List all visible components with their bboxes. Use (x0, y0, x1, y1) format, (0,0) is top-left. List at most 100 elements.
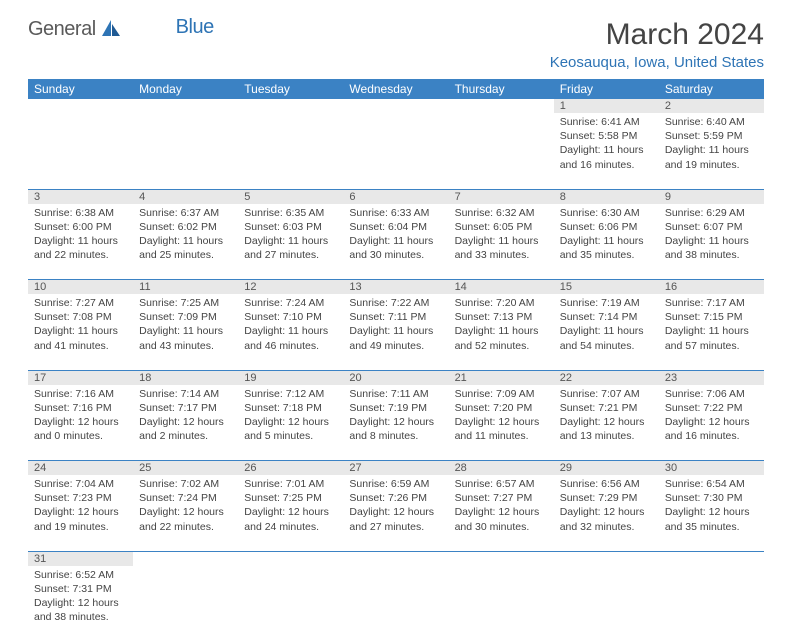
daynum-row: 17181920212223 (28, 370, 764, 385)
day-content: Sunrise: 7:25 AMSunset: 7:09 PMDaylight:… (133, 294, 238, 357)
logo: General Blue (28, 18, 214, 41)
day-number (449, 551, 554, 566)
day-header: Sunday (28, 79, 133, 99)
day-number: 22 (554, 370, 659, 385)
day-number: 13 (343, 280, 448, 295)
daynum-row: 3456789 (28, 189, 764, 204)
day-header: Monday (133, 79, 238, 99)
day-number: 30 (659, 461, 764, 476)
day-cell (449, 566, 554, 642)
day-number: 9 (659, 189, 764, 204)
day-content: Sunrise: 6:35 AMSunset: 6:03 PMDaylight:… (238, 204, 343, 267)
day-number: 5 (238, 189, 343, 204)
header: General Blue March 2024 Keosauqua, Iowa,… (28, 18, 764, 71)
day-number: 15 (554, 280, 659, 295)
day-header: Tuesday (238, 79, 343, 99)
day-header: Thursday (449, 79, 554, 99)
day-number: 23 (659, 370, 764, 385)
day-cell (133, 566, 238, 642)
day-cell: Sunrise: 7:16 AMSunset: 7:16 PMDaylight:… (28, 385, 133, 461)
day-cell (238, 113, 343, 189)
day-number: 3 (28, 189, 133, 204)
day-number: 2 (659, 99, 764, 113)
day-content: Sunrise: 7:22 AMSunset: 7:11 PMDaylight:… (343, 294, 448, 357)
day-number: 19 (238, 370, 343, 385)
location: Keosauqua, Iowa, United States (550, 54, 764, 71)
day-cell: Sunrise: 6:56 AMSunset: 7:29 PMDaylight:… (554, 475, 659, 551)
day-content: Sunrise: 7:24 AMSunset: 7:10 PMDaylight:… (238, 294, 343, 357)
day-number: 4 (133, 189, 238, 204)
day-number (238, 99, 343, 113)
day-content: Sunrise: 7:27 AMSunset: 7:08 PMDaylight:… (28, 294, 133, 357)
day-content: Sunrise: 7:14 AMSunset: 7:17 PMDaylight:… (133, 385, 238, 448)
day-content: Sunrise: 7:11 AMSunset: 7:19 PMDaylight:… (343, 385, 448, 448)
week-row: Sunrise: 7:27 AMSunset: 7:08 PMDaylight:… (28, 294, 764, 370)
day-content: Sunrise: 7:01 AMSunset: 7:25 PMDaylight:… (238, 475, 343, 538)
day-cell: Sunrise: 7:07 AMSunset: 7:21 PMDaylight:… (554, 385, 659, 461)
day-header: Wednesday (343, 79, 448, 99)
daynum-row: 31 (28, 551, 764, 566)
day-cell: Sunrise: 6:32 AMSunset: 6:05 PMDaylight:… (449, 204, 554, 280)
day-number: 31 (28, 551, 133, 566)
day-cell: Sunrise: 7:24 AMSunset: 7:10 PMDaylight:… (238, 294, 343, 370)
day-number: 18 (133, 370, 238, 385)
day-cell: Sunrise: 6:40 AMSunset: 5:59 PMDaylight:… (659, 113, 764, 189)
day-content: Sunrise: 7:19 AMSunset: 7:14 PMDaylight:… (554, 294, 659, 357)
day-number: 17 (28, 370, 133, 385)
day-content: Sunrise: 7:04 AMSunset: 7:23 PMDaylight:… (28, 475, 133, 538)
day-number: 27 (343, 461, 448, 476)
day-cell: Sunrise: 7:09 AMSunset: 7:20 PMDaylight:… (449, 385, 554, 461)
day-cell: Sunrise: 6:38 AMSunset: 6:00 PMDaylight:… (28, 204, 133, 280)
day-cell: Sunrise: 6:54 AMSunset: 7:30 PMDaylight:… (659, 475, 764, 551)
sail-icon (100, 18, 122, 41)
day-cell: Sunrise: 7:25 AMSunset: 7:09 PMDaylight:… (133, 294, 238, 370)
day-cell: Sunrise: 7:22 AMSunset: 7:11 PMDaylight:… (343, 294, 448, 370)
day-cell: Sunrise: 7:02 AMSunset: 7:24 PMDaylight:… (133, 475, 238, 551)
day-number (659, 551, 764, 566)
day-number (133, 551, 238, 566)
day-cell: Sunrise: 7:11 AMSunset: 7:19 PMDaylight:… (343, 385, 448, 461)
day-cell: Sunrise: 6:30 AMSunset: 6:06 PMDaylight:… (554, 204, 659, 280)
day-cell (554, 566, 659, 642)
day-cell: Sunrise: 6:57 AMSunset: 7:27 PMDaylight:… (449, 475, 554, 551)
week-row: Sunrise: 6:38 AMSunset: 6:00 PMDaylight:… (28, 204, 764, 280)
day-number: 24 (28, 461, 133, 476)
title-block: March 2024 Keosauqua, Iowa, United State… (550, 18, 764, 71)
day-content: Sunrise: 6:52 AMSunset: 7:31 PMDaylight:… (28, 566, 133, 629)
day-cell: Sunrise: 6:52 AMSunset: 7:31 PMDaylight:… (28, 566, 133, 642)
month-title: March 2024 (550, 18, 764, 52)
day-cell: Sunrise: 7:20 AMSunset: 7:13 PMDaylight:… (449, 294, 554, 370)
day-cell (343, 113, 448, 189)
day-number: 10 (28, 280, 133, 295)
day-cell: Sunrise: 7:04 AMSunset: 7:23 PMDaylight:… (28, 475, 133, 551)
day-number (28, 99, 133, 113)
day-cell: Sunrise: 6:35 AMSunset: 6:03 PMDaylight:… (238, 204, 343, 280)
week-row: Sunrise: 6:52 AMSunset: 7:31 PMDaylight:… (28, 566, 764, 642)
day-cell: Sunrise: 7:12 AMSunset: 7:18 PMDaylight:… (238, 385, 343, 461)
week-row: Sunrise: 7:16 AMSunset: 7:16 PMDaylight:… (28, 385, 764, 461)
day-content: Sunrise: 6:38 AMSunset: 6:00 PMDaylight:… (28, 204, 133, 267)
day-content: Sunrise: 6:29 AMSunset: 6:07 PMDaylight:… (659, 204, 764, 267)
day-number (449, 99, 554, 113)
day-number (343, 99, 448, 113)
day-cell (28, 113, 133, 189)
day-cell (659, 566, 764, 642)
week-row: Sunrise: 6:41 AMSunset: 5:58 PMDaylight:… (28, 113, 764, 189)
day-number: 29 (554, 461, 659, 476)
day-content: Sunrise: 6:56 AMSunset: 7:29 PMDaylight:… (554, 475, 659, 538)
day-number: 16 (659, 280, 764, 295)
day-number (343, 551, 448, 566)
day-cell: Sunrise: 7:14 AMSunset: 7:17 PMDaylight:… (133, 385, 238, 461)
logo-text-blue: Blue (176, 16, 214, 39)
day-number: 11 (133, 280, 238, 295)
day-content: Sunrise: 7:16 AMSunset: 7:16 PMDaylight:… (28, 385, 133, 448)
day-number: 7 (449, 189, 554, 204)
day-cell: Sunrise: 6:59 AMSunset: 7:26 PMDaylight:… (343, 475, 448, 551)
day-cell: Sunrise: 7:17 AMSunset: 7:15 PMDaylight:… (659, 294, 764, 370)
day-cell: Sunrise: 7:01 AMSunset: 7:25 PMDaylight:… (238, 475, 343, 551)
day-content: Sunrise: 6:32 AMSunset: 6:05 PMDaylight:… (449, 204, 554, 267)
day-content: Sunrise: 6:54 AMSunset: 7:30 PMDaylight:… (659, 475, 764, 538)
daynum-row: 24252627282930 (28, 461, 764, 476)
day-content: Sunrise: 6:41 AMSunset: 5:58 PMDaylight:… (554, 113, 659, 176)
day-number: 1 (554, 99, 659, 113)
